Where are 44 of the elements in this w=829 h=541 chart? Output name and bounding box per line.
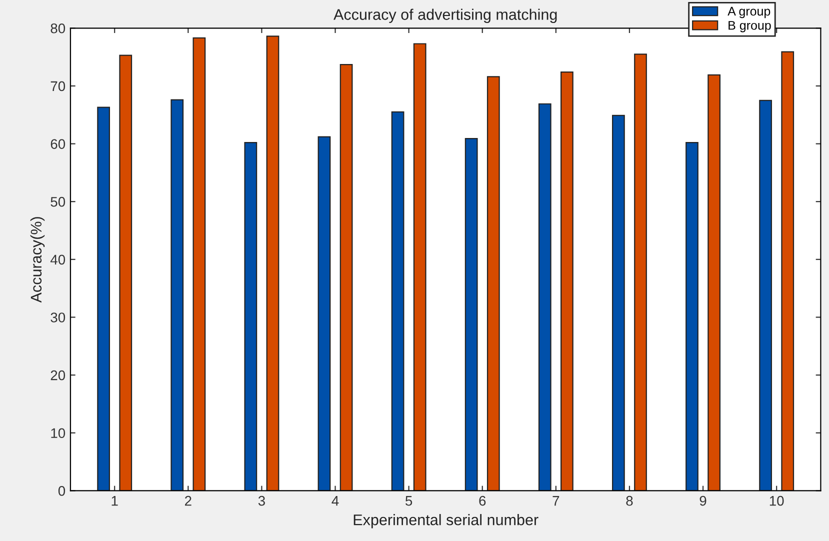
- x-tick-label: 5: [406, 496, 412, 506]
- y-tick-label: 60: [50, 139, 66, 149]
- bar: [192, 37, 206, 491]
- y-tick-label: 30: [50, 312, 66, 322]
- bar: [560, 72, 574, 491]
- x-tick-label: 3: [258, 496, 265, 506]
- x-tick-label: 10: [770, 496, 784, 506]
- x-tick-label: 1: [112, 496, 118, 506]
- bar: [318, 136, 331, 491]
- y-tick-label: 70: [50, 81, 66, 92]
- legend-label: A group: [728, 6, 770, 18]
- bar: [486, 76, 500, 491]
- bar: [266, 36, 280, 491]
- y-tick-label: 0: [58, 486, 66, 496]
- bar: [244, 142, 258, 491]
- bar: [708, 74, 720, 491]
- bar: [686, 142, 698, 491]
- bar: [781, 51, 794, 491]
- x-tick-label: 8: [626, 496, 633, 506]
- y-tick-label: 50: [50, 196, 66, 207]
- bar: [464, 138, 478, 491]
- legend-label: B group: [728, 21, 771, 32]
- bar: [759, 100, 772, 491]
- x-axis-title: Experimental serial number: [354, 514, 538, 528]
- y-tick-label: 40: [50, 254, 66, 265]
- bar: [612, 114, 625, 491]
- x-tick-label: 7: [552, 496, 560, 506]
- y-tick-label: 20: [50, 370, 66, 380]
- chart-title: Accuracy of advertising matching: [334, 8, 557, 23]
- bar: [413, 43, 426, 491]
- y-tick-label: 80: [50, 23, 66, 34]
- x-tick-label: 2: [184, 496, 192, 506]
- bar: [538, 103, 552, 491]
- y-tick-label: 10: [51, 428, 66, 438]
- x-tick-label: 9: [700, 496, 706, 506]
- bar: [340, 64, 353, 491]
- bar: [170, 99, 184, 491]
- bar: [634, 54, 647, 491]
- bar: [119, 54, 132, 491]
- x-tick-label: 6: [479, 496, 486, 506]
- bar: [97, 106, 110, 491]
- bar: [391, 111, 404, 491]
- y-axis-title: Accuracy(%): [30, 217, 45, 303]
- x-tick-label: 4: [332, 496, 339, 506]
